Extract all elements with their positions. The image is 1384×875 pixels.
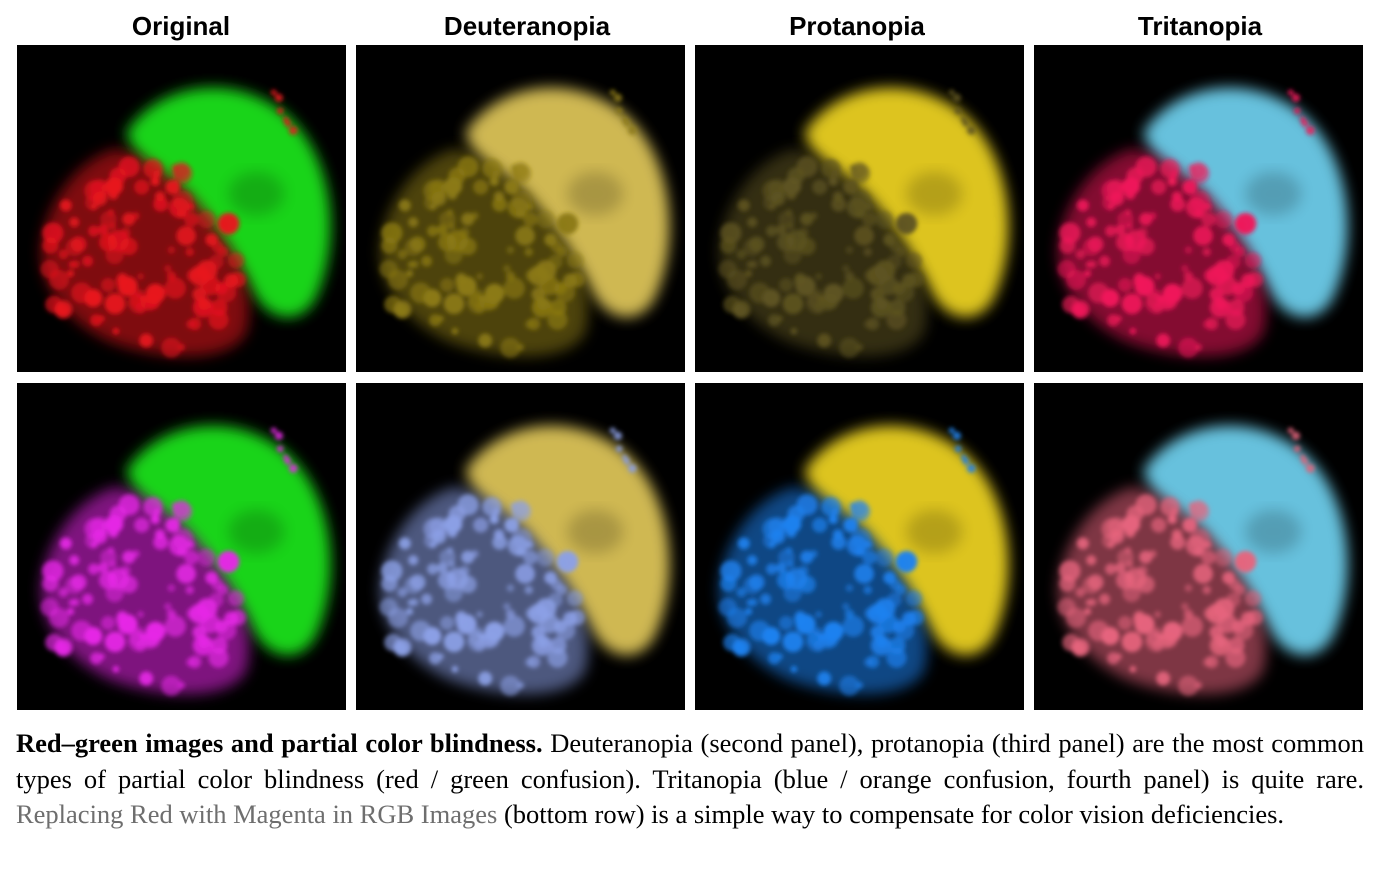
- panel-top-deuteranopia: [356, 45, 685, 372]
- caption-title: Red–green images and partial color blind…: [16, 728, 543, 758]
- cell-texture: [379, 89, 637, 358]
- cell-image: [17, 383, 346, 710]
- column-title-deuteranopia: Deuteranopia: [443, 11, 611, 41]
- cell-texture: [379, 427, 637, 696]
- cell-texture: [718, 427, 976, 696]
- cell-image: [356, 383, 685, 710]
- panel-bottom-tritanopia: [1034, 383, 1363, 710]
- cell-texture: [40, 89, 298, 358]
- cell-texture: [40, 427, 298, 696]
- cell-texture: [718, 89, 976, 358]
- cell-right-region: [1143, 87, 1348, 318]
- cell-right-region: [1143, 425, 1348, 656]
- panel-top-original: [17, 45, 346, 372]
- cell-right-region: [465, 425, 670, 656]
- cell-image: [17, 45, 346, 372]
- cell-right-region: [126, 87, 331, 318]
- cell-right-region: [804, 87, 1009, 318]
- caption-link[interactable]: Replacing Red with Magenta in RGB Images: [16, 799, 498, 829]
- cell-texture: [1057, 427, 1315, 696]
- cell-image: [356, 45, 685, 372]
- panel-top-protanopia: [695, 45, 1024, 372]
- cell-right-region: [126, 425, 331, 656]
- panel-bottom-original: [17, 383, 346, 710]
- panel-bottom-deuteranopia: [356, 383, 685, 710]
- cell-image: [1034, 383, 1363, 710]
- column-title-tritanopia: Tritanopia: [1137, 11, 1263, 41]
- cell-right-region: [465, 87, 670, 318]
- panel-top-tritanopia: [1034, 45, 1363, 372]
- column-title-protanopia: Protanopia: [789, 11, 925, 41]
- figure-caption: Red–green images and partial color blind…: [16, 726, 1364, 833]
- column-title-original: Original: [131, 11, 231, 41]
- caption-text-end: (bottom row) is a simple way to compensa…: [497, 799, 1285, 829]
- cell-image: [1034, 45, 1363, 372]
- cell-right-region: [804, 425, 1009, 656]
- panel-bottom-protanopia: [695, 383, 1024, 710]
- cell-image: [695, 383, 1024, 710]
- cell-image: [695, 45, 1024, 372]
- caption-text: Deuteranopia (second panel), protanopia …: [16, 728, 1365, 794]
- cell-texture: [1057, 89, 1315, 358]
